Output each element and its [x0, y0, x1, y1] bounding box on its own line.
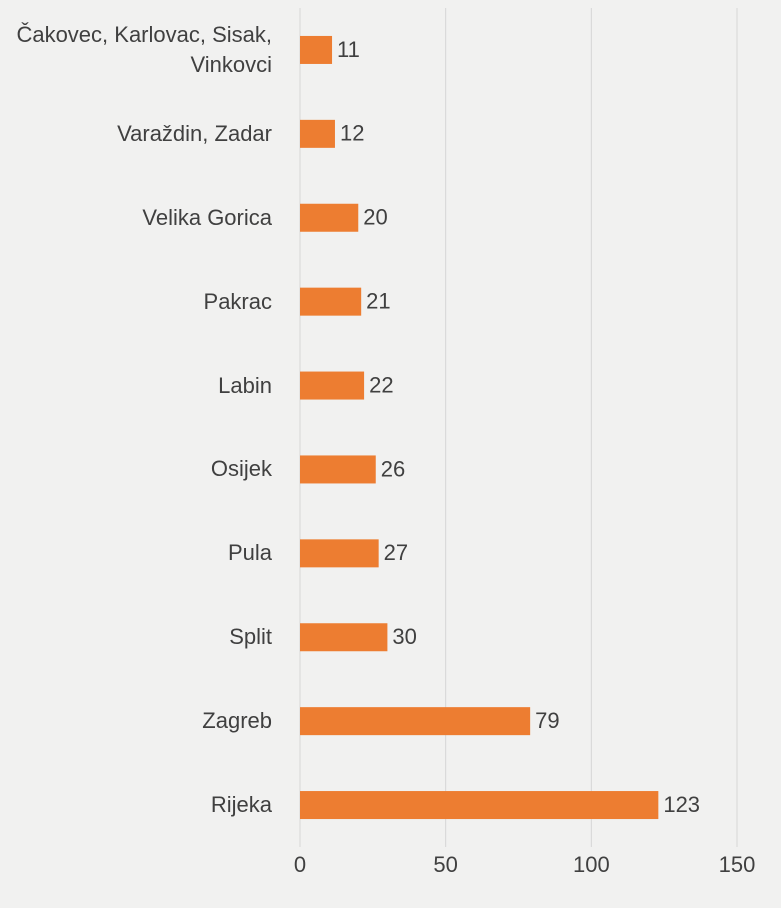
bar — [300, 35, 333, 64]
bar — [300, 791, 659, 820]
data-label: 123 — [663, 792, 700, 817]
y-tick-label: Varaždin, Zadar — [117, 120, 272, 146]
data-label: 21 — [366, 288, 390, 313]
data-label: 11 — [337, 37, 360, 62]
data-label: 27 — [384, 540, 408, 565]
bar — [300, 455, 376, 484]
data-label: 12 — [340, 121, 364, 146]
y-tick-label: Pakrac — [203, 288, 272, 314]
data-label: 22 — [369, 372, 393, 397]
data-label: 30 — [392, 624, 416, 649]
y-tick-label: Osijek — [210, 456, 272, 482]
y-tick-label: Zagreb — [202, 708, 272, 734]
x-tick-label: 100 — [573, 852, 610, 877]
y-tick-label: Split — [229, 624, 272, 650]
bar — [300, 623, 388, 652]
y-tick-label: Čakovec, Karlovac, Sisak, Vinkovci — [16, 21, 272, 77]
data-label: 79 — [535, 708, 559, 733]
y-tick-label: Labin — [218, 372, 272, 398]
data-label: 20 — [363, 205, 387, 230]
y-tick-label: Pula — [227, 540, 272, 566]
bar — [300, 371, 365, 400]
bar — [300, 203, 359, 232]
bar — [300, 539, 379, 568]
y-tick-label: Velika Gorica — [142, 204, 272, 230]
bar — [300, 119, 335, 148]
x-tick-label: 0 — [294, 852, 306, 877]
x-tick-label: 150 — [719, 852, 756, 877]
y-tick-label: Rijeka — [210, 792, 272, 818]
bar — [300, 287, 362, 316]
x-tick-label: 50 — [433, 852, 457, 877]
bar — [300, 707, 531, 736]
data-label: 26 — [381, 456, 405, 481]
